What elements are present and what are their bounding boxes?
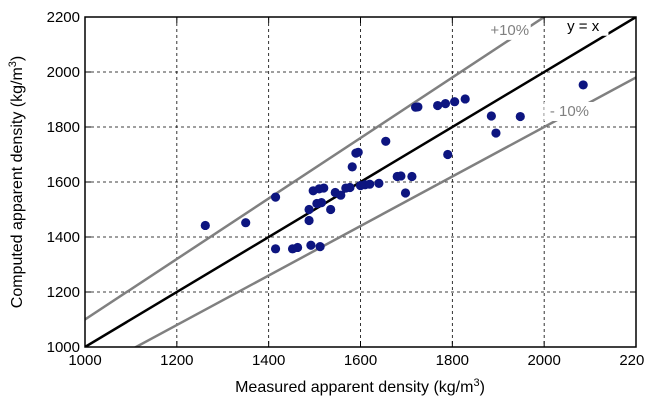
data-point	[319, 183, 329, 193]
x-tick-label: 1000	[68, 352, 101, 369]
y-tick-label: 1600	[47, 174, 80, 191]
data-point	[396, 171, 406, 181]
data-point	[381, 136, 391, 146]
x-tick-label: 2200	[619, 352, 645, 369]
data-point	[270, 192, 281, 202]
data-point	[315, 242, 325, 252]
y-tick-label: 1400	[47, 229, 80, 246]
axis-ticks: 1000 1200 1400 1600 1800 2000 2200 1000 1200 1400…	[47, 9, 645, 369]
data-point	[304, 215, 314, 226]
identity-line-label: y = x	[567, 18, 600, 35]
y-axis-title: Computed apparent density (kg/m3)	[7, 56, 26, 308]
reference-line-labels: y = x +10% - 10%	[488, 16, 609, 121]
reference-label-background	[557, 16, 609, 36]
data-point	[347, 162, 357, 172]
y-tick-label: 1200	[47, 284, 80, 301]
data-point	[292, 242, 303, 253]
data-point	[241, 218, 251, 228]
x-tick-label: 1400	[252, 352, 285, 369]
x-axis-title: Measured apparent density (kg/m3)	[235, 377, 485, 396]
data-point	[578, 80, 588, 90]
data-point	[374, 178, 384, 188]
data-point	[200, 220, 210, 231]
x-tick-label: 1800	[436, 352, 469, 369]
data-point	[486, 111, 496, 121]
minus-10-percent-label: - 10%	[550, 103, 589, 120]
data-point	[450, 97, 460, 107]
data-point	[326, 204, 336, 215]
data-point	[365, 179, 375, 189]
x-tick-label: 2000	[527, 352, 560, 369]
data-point	[316, 198, 327, 208]
data-point	[336, 190, 346, 200]
y-tick-label: 2200	[47, 9, 80, 26]
data-point	[491, 128, 501, 138]
data-point	[515, 111, 525, 122]
data-point	[443, 149, 453, 160]
data-point	[270, 244, 281, 254]
data-point	[353, 147, 363, 157]
x-tick-label: 1600	[344, 352, 377, 369]
data-point	[460, 94, 470, 104]
data-points	[200, 80, 588, 254]
minus-10-percent-line	[133, 76, 636, 347]
reference-label-background	[488, 20, 531, 40]
plus-10-percent-label: +10%	[490, 22, 529, 39]
data-point	[306, 240, 316, 250]
data-point	[433, 100, 443, 111]
data-point	[304, 204, 314, 215]
data-point	[400, 188, 411, 198]
data-point	[345, 182, 355, 193]
data-point	[413, 102, 423, 112]
y-tick-label: 2000	[47, 64, 80, 81]
y-tick-label: 1000	[47, 339, 80, 356]
data-point	[440, 99, 451, 109]
x-tick-label: 1200	[160, 352, 193, 369]
y-tick-label: 1800	[47, 119, 80, 136]
reference-label-background	[544, 102, 595, 121]
data-point	[407, 171, 417, 182]
plus-10-percent-line	[85, 17, 547, 321]
